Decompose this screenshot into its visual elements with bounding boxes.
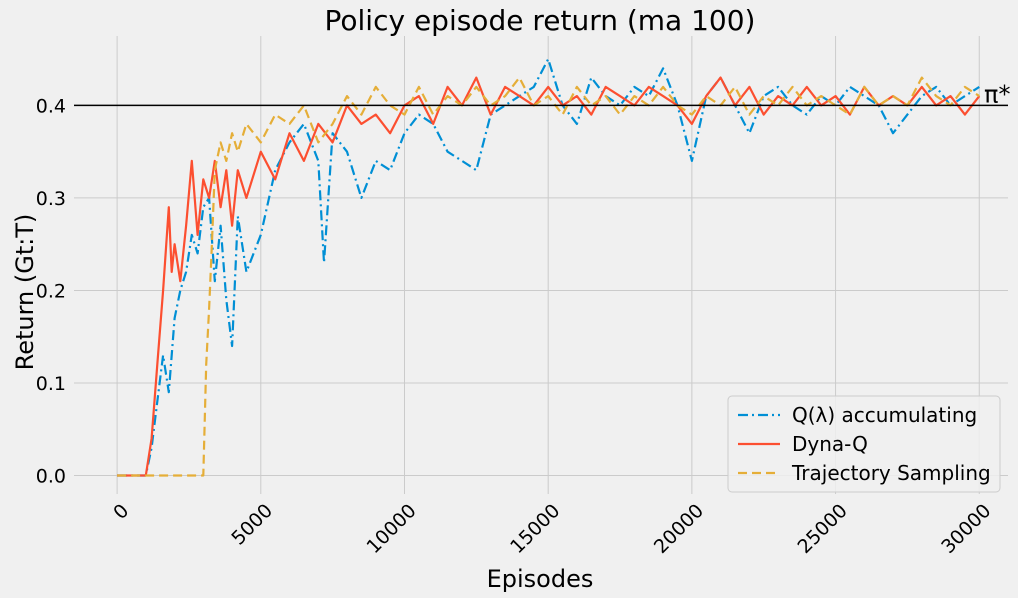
legend-label-1: Dyna-Q (792, 432, 868, 456)
x-axis-label: Episodes (487, 565, 594, 593)
series-line-1 (117, 76, 981, 477)
legend: Q(λ) accumulating Dyna-Q Trajectory Sampli… (727, 395, 1001, 493)
reference-line-group: π* (74, 80, 1010, 108)
x-tick-label: 15000 (506, 500, 564, 558)
chart-title: Policy episode return (ma 100) (325, 4, 756, 37)
y-tick-label: 0.1 (36, 373, 66, 395)
x-tick-label: 5000 (227, 500, 277, 550)
x-tick-label: 0 (109, 500, 133, 524)
series-line-0 (117, 57, 980, 477)
y-tick-label: 0.2 (36, 280, 66, 302)
x-tick-label: 25000 (794, 500, 852, 558)
y-tick-label: 0.4 (36, 95, 66, 117)
x-tick-label: 10000 (362, 500, 420, 558)
legend-label-0: Q(λ) accumulating (792, 403, 977, 427)
y-axis-label: Return (Gt:T) (11, 214, 39, 371)
legend-box (727, 395, 1001, 493)
y-tick-label: 0.3 (36, 188, 66, 210)
y-tick-label: 0.0 (36, 465, 66, 487)
legend-label-2: Trajectory Sampling (791, 461, 991, 485)
reference-line-label: π* (984, 80, 1010, 108)
x-tick-label: 20000 (650, 500, 708, 558)
x-tick-label: 30000 (937, 500, 995, 558)
